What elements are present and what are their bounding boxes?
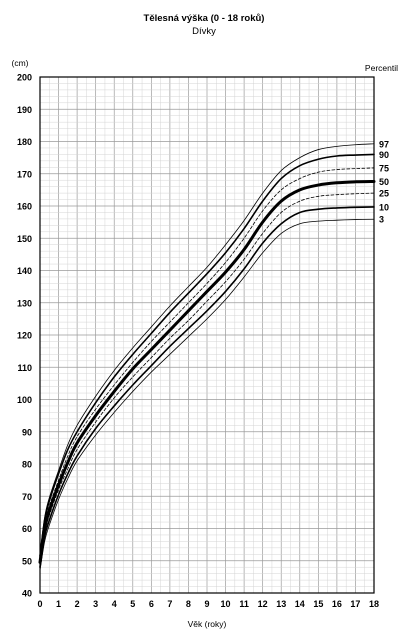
y-tick-label: 50 bbox=[22, 556, 32, 566]
x-tick-label: 1 bbox=[56, 599, 61, 609]
y-tick-label: 80 bbox=[22, 460, 32, 470]
y-tick-label: 200 bbox=[17, 73, 32, 83]
y-tick-label: 160 bbox=[17, 202, 32, 212]
percentile-label-50: 50 bbox=[379, 177, 389, 187]
percentile-curve-10 bbox=[39, 206, 375, 568]
x-tick-label: 2 bbox=[75, 599, 80, 609]
x-tick-label: 18 bbox=[369, 599, 379, 609]
percentile-curve-75 bbox=[39, 167, 375, 560]
axis-ticks: 4050607080901001101201301401501601701801… bbox=[17, 73, 379, 610]
y-tick-label: 110 bbox=[17, 363, 32, 373]
percentile-label-97: 97 bbox=[379, 139, 389, 149]
plot-frame bbox=[39, 76, 375, 594]
y-tick-label: 140 bbox=[17, 266, 32, 276]
x-tick-label: 12 bbox=[258, 599, 268, 609]
x-tick-label: 10 bbox=[221, 599, 231, 609]
x-tick-label: 14 bbox=[295, 599, 305, 609]
percentile-label-3: 3 bbox=[379, 215, 384, 225]
percentile-curve-97 bbox=[39, 143, 375, 555]
y-tick-label: 70 bbox=[22, 492, 32, 502]
y-tick-label: 150 bbox=[17, 234, 32, 244]
chart-title: Tělesná výška (0 - 18 roků) bbox=[143, 13, 265, 24]
y-tick-label: 130 bbox=[17, 298, 32, 308]
x-axis-label: Věk (roky) bbox=[188, 619, 227, 629]
x-tick-label: 9 bbox=[204, 599, 209, 609]
x-tick-label: 7 bbox=[167, 599, 172, 609]
x-tick-label: 0 bbox=[37, 599, 42, 609]
y-tick-label: 60 bbox=[22, 524, 32, 534]
percentile-curve-25 bbox=[39, 192, 375, 566]
x-tick-label: 5 bbox=[130, 599, 135, 609]
y-tick-label: 190 bbox=[17, 105, 32, 115]
chart-subtitle: Dívky bbox=[192, 26, 216, 37]
x-tick-label: 6 bbox=[149, 599, 154, 609]
x-tick-label: 16 bbox=[332, 599, 342, 609]
grid bbox=[40, 77, 374, 593]
x-tick-label: 13 bbox=[276, 599, 286, 609]
percentile-label-25: 25 bbox=[379, 189, 389, 199]
percentile-curve-90 bbox=[39, 153, 375, 557]
x-tick-label: 15 bbox=[313, 599, 323, 609]
percentile-curve-3 bbox=[39, 218, 375, 571]
y-axis-label: (cm) bbox=[12, 58, 29, 68]
percentile-curves bbox=[38, 143, 376, 571]
y-tick-label: 90 bbox=[22, 427, 32, 437]
x-tick-label: 4 bbox=[112, 599, 117, 609]
x-tick-label: 8 bbox=[186, 599, 191, 609]
x-tick-label: 3 bbox=[93, 599, 98, 609]
y-tick-label: 100 bbox=[17, 395, 32, 405]
x-tick-label: 11 bbox=[239, 599, 249, 609]
y-tick-label: 40 bbox=[22, 589, 32, 599]
percentile-curve-50 bbox=[38, 179, 376, 564]
x-tick-label: 17 bbox=[350, 599, 360, 609]
legend-title: Percentil bbox=[365, 63, 398, 73]
y-tick-label: 170 bbox=[17, 169, 32, 179]
percentile-label-10: 10 bbox=[379, 202, 389, 212]
y-tick-label: 120 bbox=[17, 331, 32, 341]
percentile-label-90: 90 bbox=[379, 150, 389, 160]
percentile-label-75: 75 bbox=[379, 163, 389, 173]
y-tick-label: 180 bbox=[17, 137, 32, 147]
